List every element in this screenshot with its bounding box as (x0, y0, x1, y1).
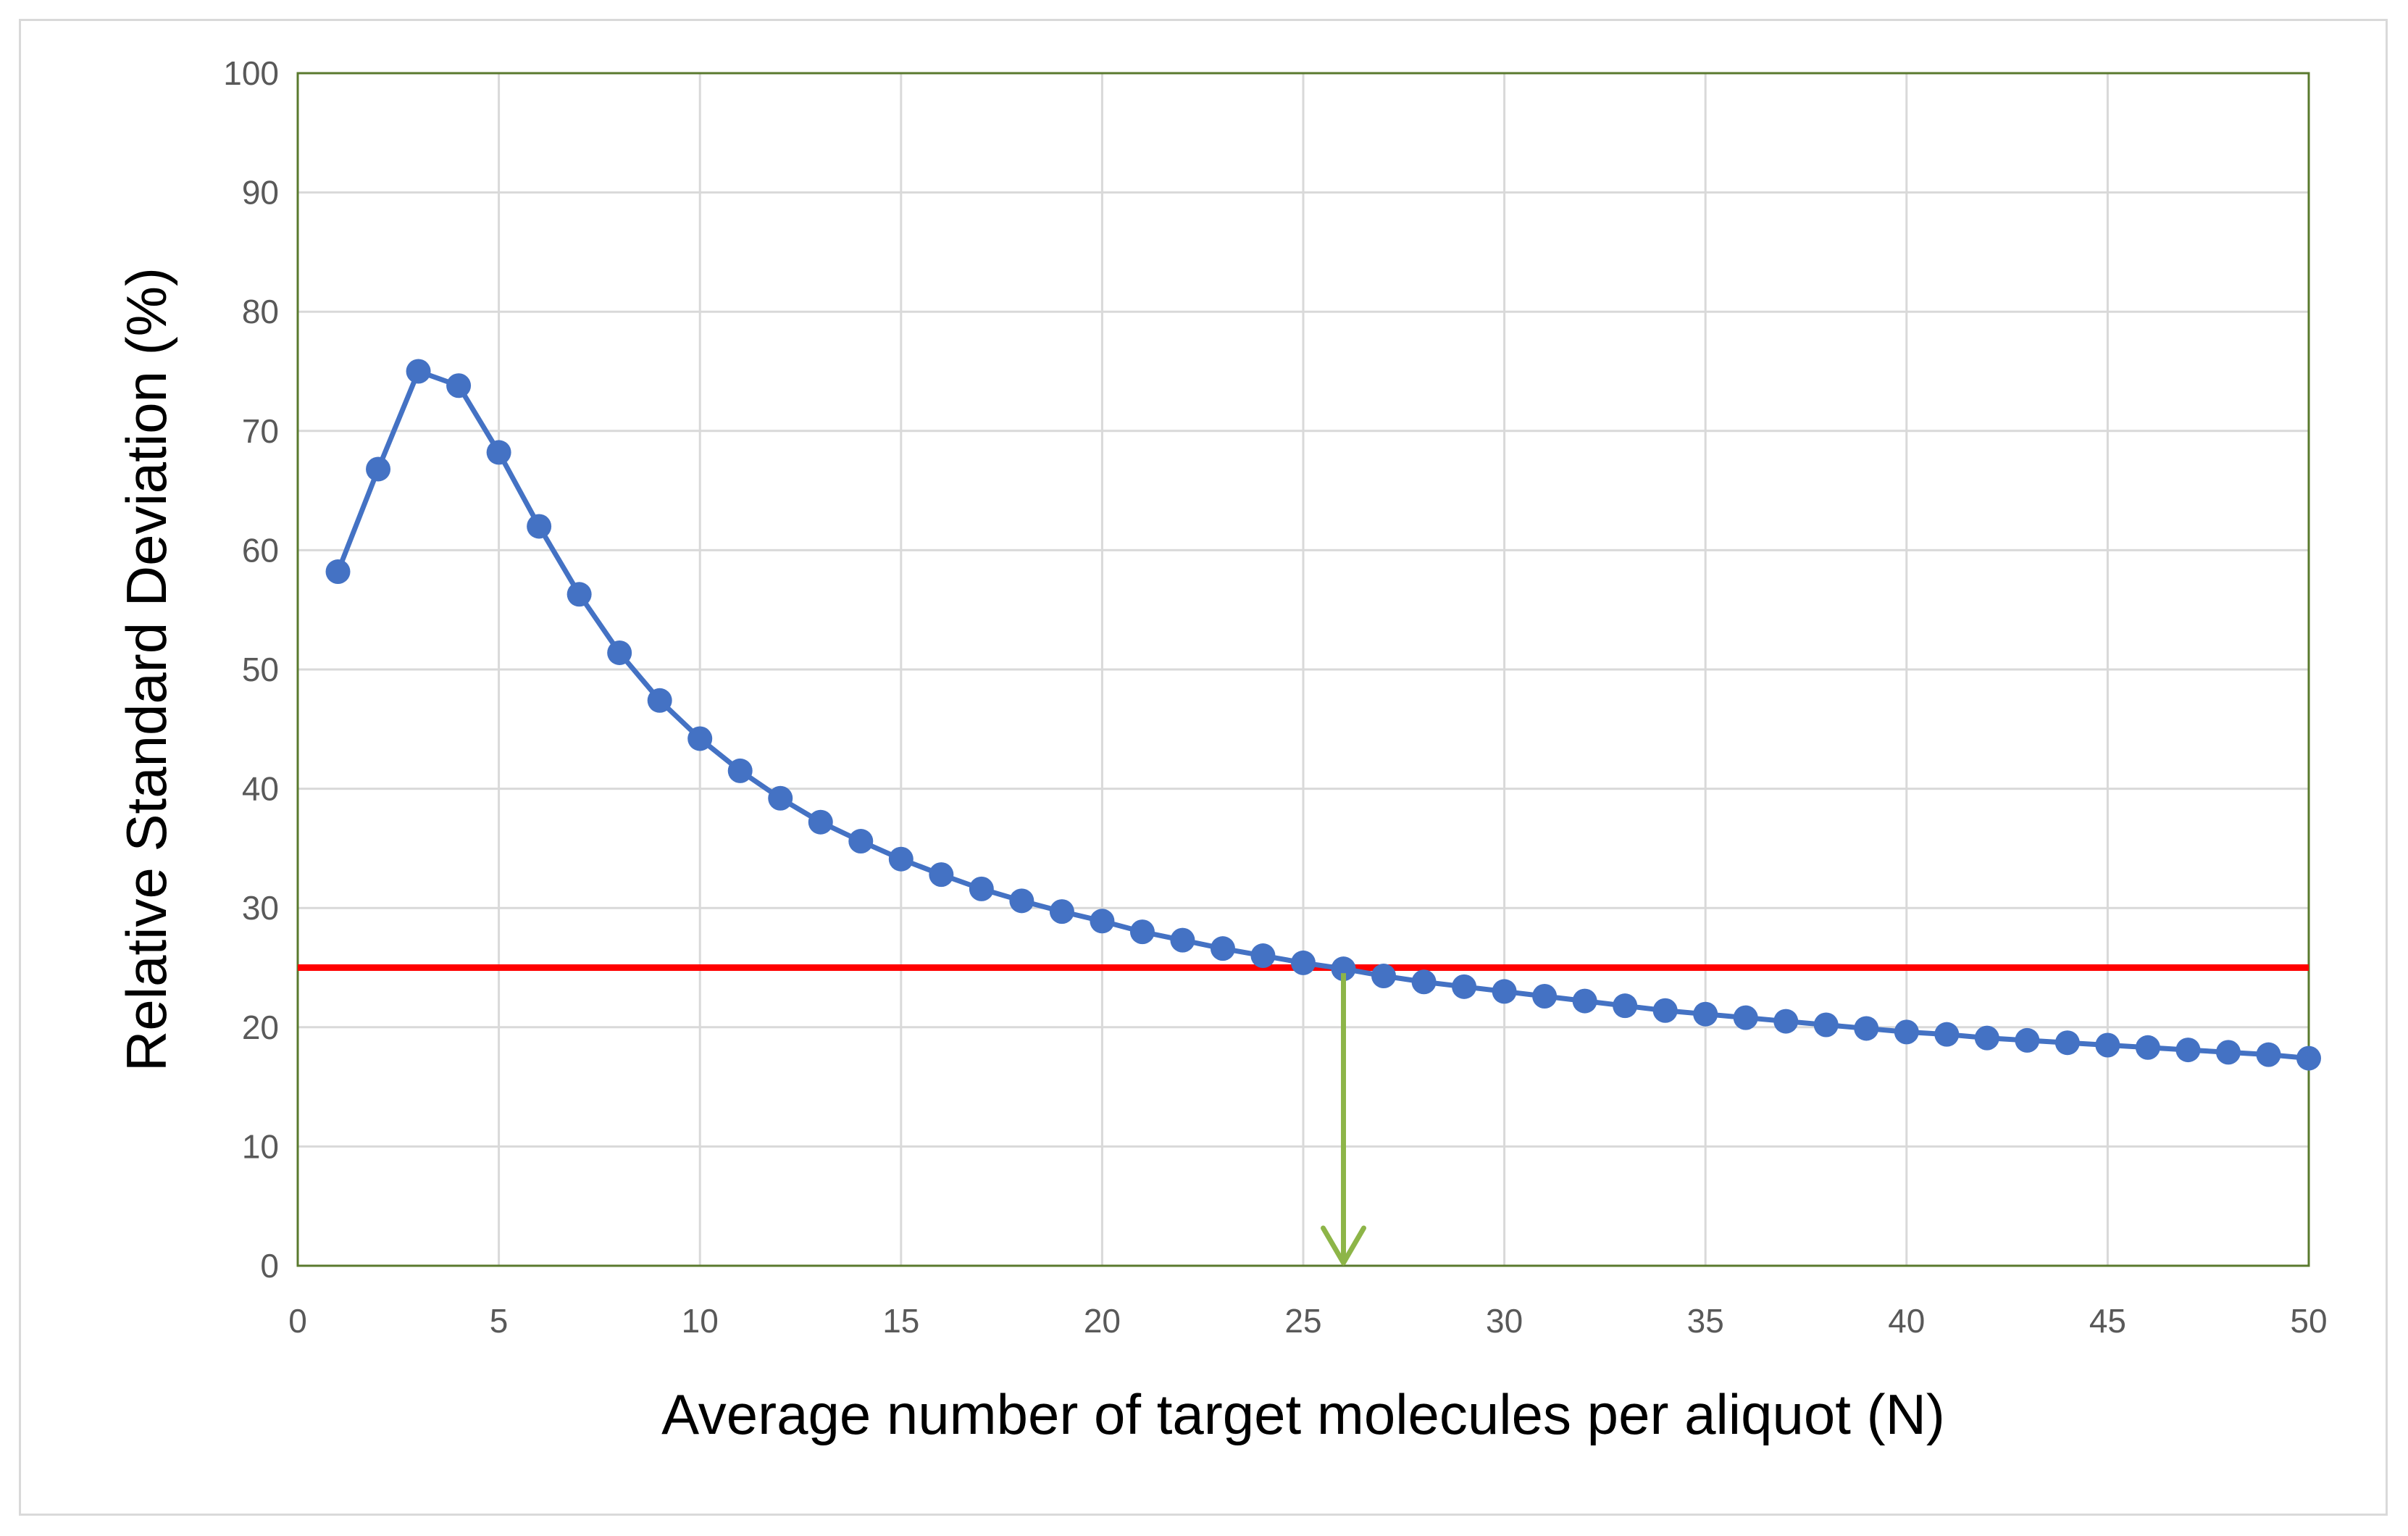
data-point-10 (687, 726, 713, 751)
data-point-16 (929, 862, 954, 888)
data-point-38 (1813, 1012, 1839, 1038)
data-point-3 (406, 359, 431, 384)
intersection-arrow (1321, 973, 1367, 1266)
grid (296, 72, 2310, 1267)
data-point-15 (888, 846, 914, 872)
data-point-4 (446, 373, 472, 398)
y-tick-label-100: 100 (223, 54, 279, 92)
data-point-12 (768, 785, 793, 811)
data-point-18 (1009, 888, 1034, 914)
y-tick-label-80: 80 (242, 293, 279, 330)
data-point-25 (1291, 950, 1316, 975)
data-point-21 (1129, 919, 1155, 945)
x-axis-ticks: 0 5 10 15 20 25 30 35 40 45 50 (288, 1302, 2327, 1340)
x-tick-label-5: 5 (490, 1302, 509, 1340)
data-point-45 (2095, 1032, 2120, 1058)
data-point-43 (2015, 1027, 2040, 1053)
x-axis-title: Average number of target molecules per a… (661, 1382, 1945, 1446)
data-point-34 (1652, 998, 1678, 1023)
x-tick-label-0: 0 (288, 1302, 307, 1340)
x-tick-label-50: 50 (2290, 1302, 2327, 1340)
data-point-13 (808, 809, 833, 835)
data-point-33 (1613, 993, 1638, 1019)
data-point-32 (1572, 988, 1597, 1014)
data-point-50 (2296, 1045, 2321, 1071)
x-tick-label-20: 20 (1084, 1302, 1121, 1340)
data-point-46 (2135, 1035, 2160, 1060)
data-point-49 (2256, 1042, 2281, 1067)
series-rsd (325, 359, 2321, 1071)
data-point-8 (607, 640, 632, 665)
data-point-31 (1532, 984, 1558, 1009)
data-point-14 (848, 829, 874, 854)
data-point-30 (1492, 979, 1517, 1004)
y-tick-label-10: 10 (242, 1127, 279, 1165)
x-tick-label-10: 10 (682, 1302, 719, 1340)
y-axis-ticks: 0 10 20 30 40 50 60 70 80 90 100 (223, 54, 279, 1285)
x-tick-label-40: 40 (1888, 1302, 1925, 1340)
y-tick-label-70: 70 (242, 412, 279, 450)
y-axis-title: Relative Standard Deviation (%) (114, 267, 178, 1072)
y-tick-label-0: 0 (260, 1247, 279, 1285)
data-point-40 (1894, 1019, 1919, 1045)
data-point-19 (1049, 899, 1074, 924)
data-point-9 (647, 688, 672, 713)
data-point-2 (366, 456, 391, 482)
data-point-36 (1733, 1005, 1758, 1030)
data-point-27 (1371, 964, 1397, 989)
data-point-29 (1452, 974, 1477, 999)
x-tick-label-25: 25 (1284, 1302, 1321, 1340)
data-point-47 (2175, 1038, 2201, 1063)
line-chart: 0 10 20 30 40 50 60 70 80 90 100 0 5 10 15 20 25 30 35 40 4… (114, 54, 2328, 1446)
data-point-7 (567, 582, 592, 607)
x-tick-label-30: 30 (1486, 1302, 1523, 1340)
data-point-44 (2054, 1030, 2080, 1056)
data-point-26 (1331, 956, 1356, 982)
y-tick-label-60: 60 (242, 531, 279, 569)
data-point-24 (1250, 943, 1276, 969)
data-point-20 (1090, 909, 1115, 934)
x-tick-label-15: 15 (882, 1302, 919, 1340)
chart-frame: 0 10 20 30 40 50 60 70 80 90 100 0 5 10 15 20 25 30 35 40 4… (19, 19, 2388, 1516)
data-point-41 (1934, 1022, 1960, 1047)
data-point-37 (1773, 1009, 1799, 1034)
arrow-head (1321, 1225, 1367, 1266)
y-tick-label-40: 40 (242, 770, 279, 808)
data-point-48 (2215, 1040, 2241, 1065)
data-point-1 (325, 559, 351, 585)
data-point-6 (527, 514, 552, 539)
y-tick-label-30: 30 (242, 889, 279, 927)
data-point-22 (1170, 927, 1195, 953)
data-point-11 (727, 758, 753, 783)
y-tick-label-90: 90 (242, 174, 279, 212)
data-point-42 (1974, 1025, 1999, 1051)
data-point-5 (486, 440, 511, 465)
data-point-28 (1411, 969, 1437, 995)
series-line (335, 369, 2309, 1061)
x-tick-label-35: 35 (1687, 1302, 1724, 1340)
data-point-39 (1854, 1016, 1879, 1041)
y-tick-label-50: 50 (242, 651, 279, 688)
x-tick-label-45: 45 (2089, 1302, 2126, 1340)
y-tick-label-20: 20 (242, 1009, 279, 1046)
data-point-17 (969, 876, 994, 901)
data-point-35 (1693, 1001, 1718, 1027)
plot-area-border (296, 72, 2310, 1267)
data-point-23 (1210, 936, 1235, 961)
